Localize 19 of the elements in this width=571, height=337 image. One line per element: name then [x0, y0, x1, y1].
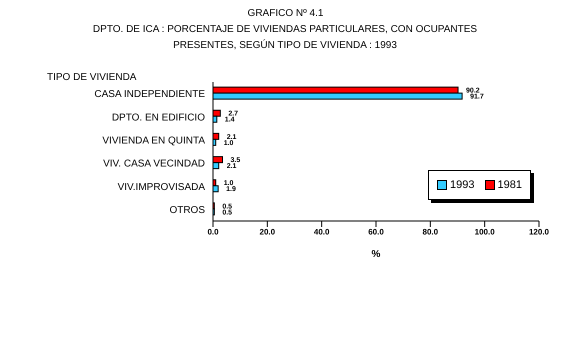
x-tick-label: 40.0 [314, 228, 330, 237]
y-tick-label: VIV.IMPROVISADA [118, 182, 206, 193]
legend-label: 1981 [496, 179, 522, 191]
chart-subtitle: DPTO. DE ICA : PORCENTAJE DE VIVIENDAS PARTICULARES, CON OCUPANTES PRESENTES, SEGÚN TIPO DE VIVIENDA : 1993 [92, 23, 478, 53]
x-tick-label: 20.0 [260, 228, 276, 237]
x-tick-label: 80.0 [422, 228, 439, 237]
y-tick-label: VIVIENDA EN QUINTA [102, 135, 206, 146]
legend-label: 1993 [449, 179, 475, 191]
y-tick-label: DPTO. EN EDIFICIO [112, 112, 206, 124]
x-tick-label: 0.0 [207, 228, 220, 237]
y-tick-label: VIV. CASA VECINDAD [103, 158, 205, 170]
x-tick-label: 60.0 [368, 228, 384, 237]
x-axis-title: % [372, 249, 381, 260]
chart-title: GRAFICO Nº 4.1 [246, 8, 324, 19]
y-tick-label: CASA INDEPENDIENTE [94, 89, 206, 100]
y-tick-label: OTROS [169, 204, 206, 216]
x-tick-label: 120.0 [528, 228, 550, 237]
y-axis-title: TIPO DE VIVIENDA [47, 72, 136, 83]
x-tick-label: 100.0 [474, 228, 496, 237]
